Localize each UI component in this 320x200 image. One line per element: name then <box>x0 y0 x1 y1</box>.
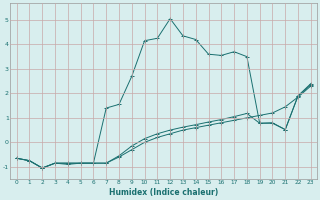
X-axis label: Humidex (Indice chaleur): Humidex (Indice chaleur) <box>109 188 218 197</box>
